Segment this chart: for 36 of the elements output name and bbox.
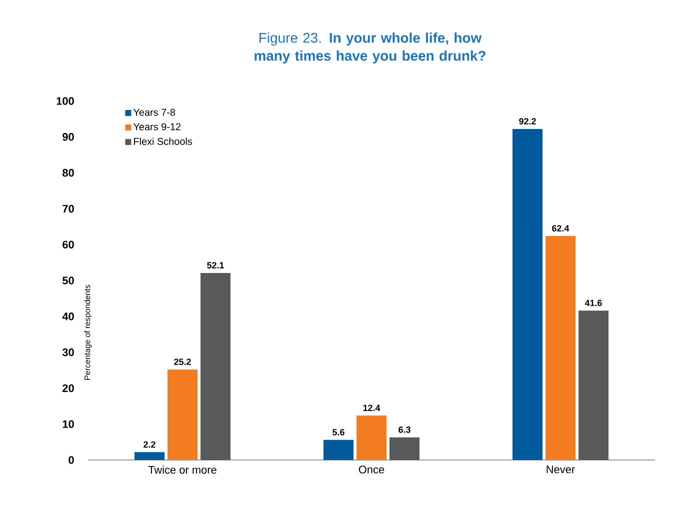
data-label: 6.3: [398, 426, 410, 433]
data-label: 2.2: [144, 441, 156, 448]
bar: [356, 415, 387, 460]
legend-label: Flexi Schools: [134, 138, 192, 145]
y-tick-label: 40: [62, 312, 74, 320]
bar: [134, 452, 164, 460]
y-tick-label: 20: [62, 384, 74, 392]
y-tick-label: 30: [62, 348, 74, 356]
x-tick-label: Never: [546, 466, 575, 474]
bar: [200, 272, 231, 460]
x-tick-label: Once: [358, 466, 384, 474]
x-tick-label: Twice or more: [148, 466, 216, 474]
data-label: 92.2: [519, 118, 536, 124]
bar: [578, 310, 609, 460]
y-tick-label: 70: [62, 204, 74, 213]
data-label: 52.1: [207, 262, 224, 268]
bar: [512, 129, 543, 460]
y-tick-label: 100: [56, 97, 74, 105]
legend-label: Years 7-8: [133, 108, 176, 116]
bar: [390, 437, 420, 460]
y-tick-label: 10: [62, 420, 74, 428]
y-tick-label: 80: [62, 168, 74, 177]
data-label: 41.6: [584, 300, 602, 306]
data-label: 12.4: [363, 404, 380, 411]
bar: [324, 440, 354, 460]
data-label: 62.4: [552, 225, 570, 232]
y-tick-label: 60: [62, 240, 74, 248]
legend-label: Years 9-12: [133, 123, 181, 130]
data-label: 25.2: [174, 358, 191, 366]
y-tick-label: 50: [62, 276, 74, 284]
bar: [546, 236, 576, 460]
data-label: 5.6: [332, 429, 344, 436]
chart-title: Figure 23. In your whole life, how many times have you been drunk?: [254, 32, 486, 64]
y-tick-label: 0: [68, 456, 74, 464]
y-tick-label: 90: [62, 133, 74, 141]
bar: [168, 370, 198, 460]
